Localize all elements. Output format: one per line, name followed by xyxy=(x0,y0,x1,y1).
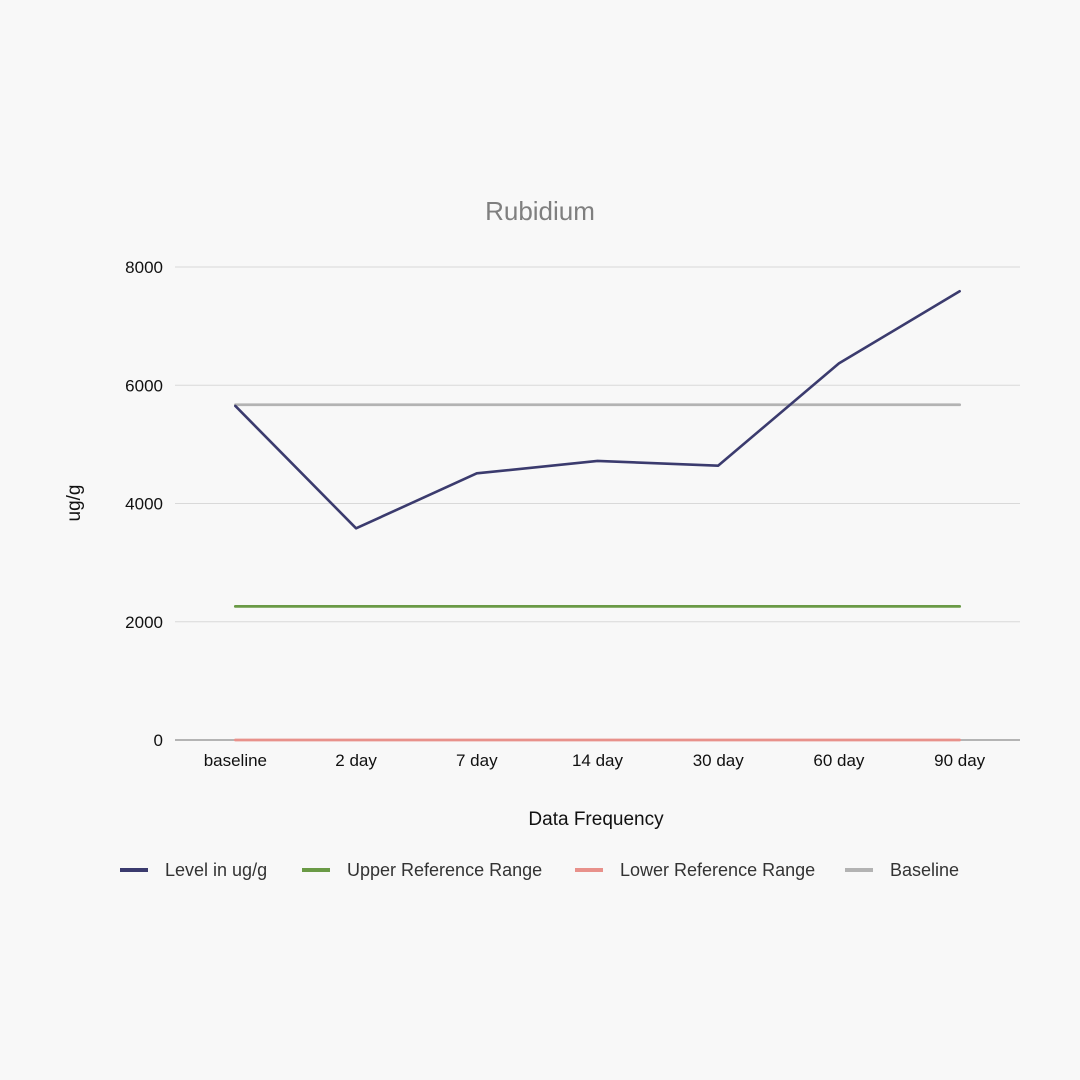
y-tick-label: 2000 xyxy=(125,613,163,632)
legend-label-baseline: Baseline xyxy=(890,860,959,880)
legend-label-upper-reference-range: Upper Reference Range xyxy=(347,860,542,880)
x-tick-label: 14 day xyxy=(572,751,624,770)
y-tick-label: 4000 xyxy=(125,495,163,514)
x-tick-label: 7 day xyxy=(456,751,498,770)
y-tick-label: 0 xyxy=(154,731,163,750)
legend-label-level-in-ug-g: Level in ug/g xyxy=(165,860,267,880)
gridlines xyxy=(175,266,1020,741)
y-axis-ticks: 0 2000 4000 6000 8000 xyxy=(125,258,163,750)
x-axis-ticks: baseline 2 day 7 day 14 day 30 day 60 day 90 d… xyxy=(204,751,986,770)
x-tick-label: 2 day xyxy=(335,751,377,770)
y-axis-title: ug/g xyxy=(64,485,85,522)
x-tick-label: 90 day xyxy=(934,751,986,770)
x-tick-label: 60 day xyxy=(813,751,865,770)
legend-label-lower-reference-range: Lower Reference Range xyxy=(620,860,815,880)
y-tick-label: 6000 xyxy=(125,376,163,395)
series-lines xyxy=(233,289,962,742)
y-tick-label: 8000 xyxy=(125,258,163,277)
legend: Level in ug/g Upper Reference Range Lower … xyxy=(120,860,959,880)
chart-title: Rubidium xyxy=(485,196,595,226)
x-tick-label: 30 day xyxy=(693,751,745,770)
series-line-level-in-ug-g xyxy=(234,289,961,530)
x-tick-label: baseline xyxy=(204,751,267,770)
x-axis-title: Data Frequency xyxy=(528,809,664,830)
